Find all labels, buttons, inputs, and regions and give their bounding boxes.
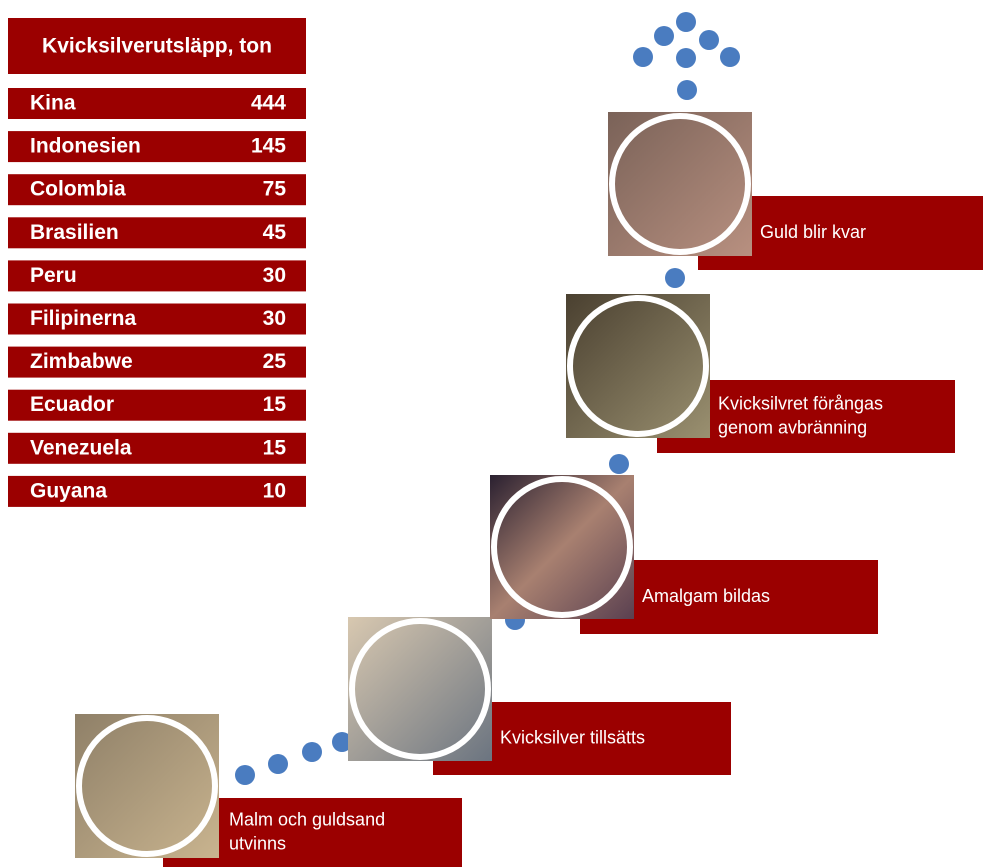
emission: 15: [263, 393, 287, 416]
step-label: Malm och guldsand: [229, 809, 385, 829]
table-title: Kvicksilverutsläpp, ton: [42, 35, 272, 58]
step-label: utvinns: [229, 833, 286, 853]
country: Brasilien: [30, 221, 119, 244]
emission: 45: [263, 221, 287, 244]
emission: 75: [263, 178, 287, 201]
emission: 30: [263, 307, 286, 330]
country: Indonesien: [30, 135, 141, 158]
emission: 10: [263, 479, 286, 502]
emission: 145: [251, 135, 286, 158]
emission: 30: [263, 264, 286, 287]
step-label: Guld blir kvar: [760, 222, 866, 242]
country: Filipinerna: [30, 307, 137, 330]
step-label: Amalgam bildas: [642, 586, 770, 606]
step-label: genom avbränning: [718, 417, 867, 437]
emission: 444: [251, 92, 286, 115]
photo: [348, 617, 492, 761]
photo: [75, 714, 219, 858]
step-label: Kvicksilvret förångas: [718, 393, 883, 413]
country: Kina: [30, 92, 76, 115]
step-label: Kvicksilver tillsätts: [500, 727, 645, 747]
country: Colombia: [30, 178, 126, 201]
infographic: Kvicksilverutsläpp, ton Kina 444 Indonesie…: [0, 0, 983, 867]
emission: 25: [263, 350, 287, 373]
photo: [566, 294, 710, 438]
photo: [490, 475, 634, 619]
country: Peru: [30, 264, 77, 287]
country: Venezuela: [30, 436, 132, 459]
emission: 15: [263, 436, 287, 459]
country: Ecuador: [30, 393, 114, 416]
photo: [608, 112, 752, 256]
country: Zimbabwe: [30, 350, 133, 373]
country: Guyana: [30, 479, 107, 502]
